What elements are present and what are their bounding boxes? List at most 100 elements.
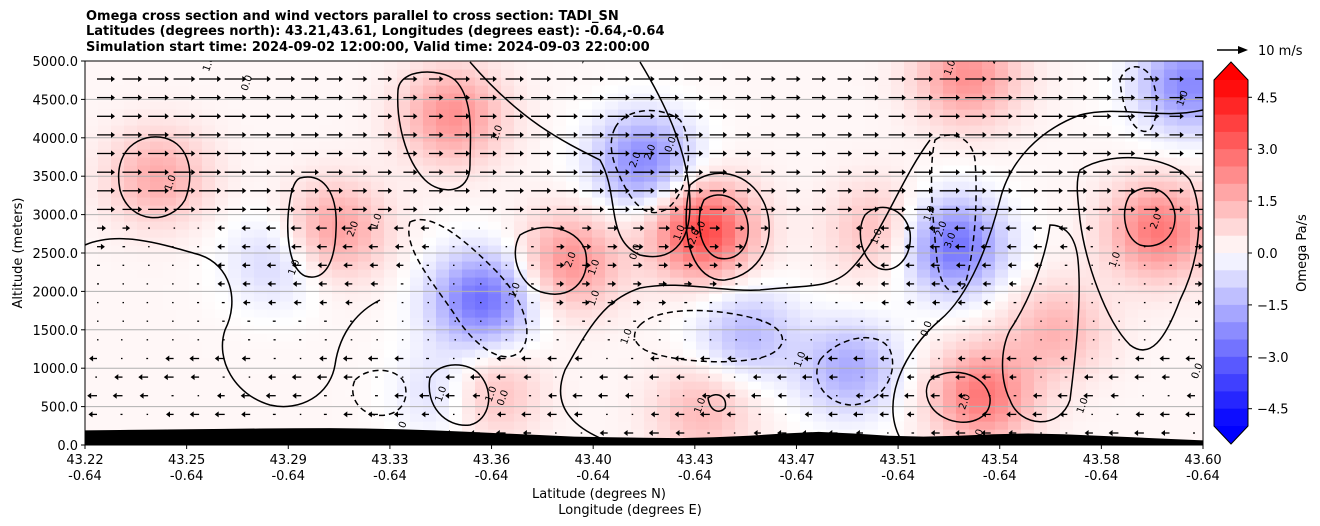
omega-cell <box>813 389 827 398</box>
omega-cell <box>384 165 398 174</box>
omega-cell <box>202 309 216 318</box>
omega-cell <box>293 413 307 422</box>
omega-cell <box>982 93 996 102</box>
omega-cell <box>670 69 684 78</box>
omega-cell <box>501 173 515 182</box>
omega-cell <box>1008 421 1022 430</box>
omega-cell <box>865 357 879 366</box>
omega-cell <box>852 157 866 166</box>
omega-cell <box>111 421 125 430</box>
omega-cell <box>904 333 918 342</box>
omega-cell <box>995 101 1009 110</box>
omega-cell <box>566 341 580 350</box>
omega-cell <box>345 349 359 358</box>
omega-cell <box>189 317 203 326</box>
omega-cell <box>462 365 476 374</box>
wind-vector-head <box>560 225 565 232</box>
omega-cell <box>839 229 853 238</box>
omega-cell <box>527 141 541 150</box>
omega-cell <box>293 285 307 294</box>
omega-cell <box>267 365 281 374</box>
omega-cell <box>358 189 372 198</box>
omega-cell <box>800 189 814 198</box>
omega-cell <box>475 189 489 198</box>
omega-cell <box>865 253 879 262</box>
omega-cell <box>644 157 658 166</box>
omega-cell <box>826 333 840 342</box>
contour-line <box>396 71 472 191</box>
omega-cell <box>670 237 684 246</box>
omega-cell <box>488 333 502 342</box>
omega-cell <box>579 181 593 190</box>
wind-vector-head <box>339 169 343 176</box>
omega-cell <box>982 333 996 342</box>
omega-cell <box>449 365 463 374</box>
omega-cell <box>813 165 827 174</box>
omega-cell <box>124 109 138 118</box>
omega-cell <box>527 349 541 358</box>
omega-cell <box>1073 197 1087 206</box>
omega-cell <box>1073 349 1087 358</box>
omega-cell <box>111 301 125 310</box>
omega-cell <box>488 117 502 126</box>
omega-cell <box>1099 229 1113 238</box>
omega-cell <box>930 237 944 246</box>
omega-cell <box>293 277 307 286</box>
omega-cell <box>124 101 138 110</box>
omega-cell <box>241 253 255 262</box>
omega-cell <box>371 237 385 246</box>
omega-cell <box>176 189 190 198</box>
omega-cell <box>1151 317 1165 326</box>
omega-cell <box>982 221 996 230</box>
omega-cell <box>475 381 489 390</box>
omega-cell <box>1112 85 1126 94</box>
omega-cell <box>709 397 723 406</box>
omega-cell <box>917 85 931 94</box>
omega-cell <box>1112 405 1126 414</box>
omega-cell <box>826 269 840 278</box>
omega-cell <box>839 277 853 286</box>
omega-cell <box>527 229 541 238</box>
omega-cell <box>306 253 320 262</box>
omega-cell <box>462 333 476 342</box>
omega-cell <box>423 405 437 414</box>
omega-cell <box>462 293 476 302</box>
omega-cell <box>982 77 996 86</box>
omega-cell <box>592 293 606 302</box>
omega-cell <box>540 245 554 254</box>
omega-cell <box>1047 293 1061 302</box>
omega-cell <box>332 221 346 230</box>
omega-cell <box>488 285 502 294</box>
omega-cell <box>852 389 866 398</box>
omega-cell <box>501 349 515 358</box>
omega-cell <box>631 421 645 430</box>
omega-cell <box>592 85 606 94</box>
omega-cell <box>397 165 411 174</box>
omega-cell <box>982 101 996 110</box>
omega-cell <box>839 173 853 182</box>
omega-cell <box>774 157 788 166</box>
omega-cell <box>1099 85 1113 94</box>
omega-cell <box>917 413 931 422</box>
omega-cell <box>501 357 515 366</box>
wind-vector-head <box>315 187 319 194</box>
omega-cell <box>735 61 749 70</box>
omega-cell <box>137 365 151 374</box>
omega-cell <box>943 157 957 166</box>
omega-cell <box>1125 357 1139 366</box>
omega-cell <box>1060 101 1074 110</box>
omega-cell <box>475 309 489 318</box>
omega-cell <box>787 237 801 246</box>
omega-cell <box>1190 229 1203 238</box>
omega-cell <box>748 221 762 230</box>
omega-cell <box>501 141 515 150</box>
omega-cell <box>787 157 801 166</box>
omega-cell <box>813 197 827 206</box>
omega-cell <box>1164 341 1178 350</box>
omega-cell <box>215 69 229 78</box>
omega-cell <box>527 101 541 110</box>
omega-cell <box>163 349 177 358</box>
omega-cell <box>826 101 840 110</box>
omega-cell <box>1125 317 1139 326</box>
wind-vector-head <box>600 169 604 176</box>
